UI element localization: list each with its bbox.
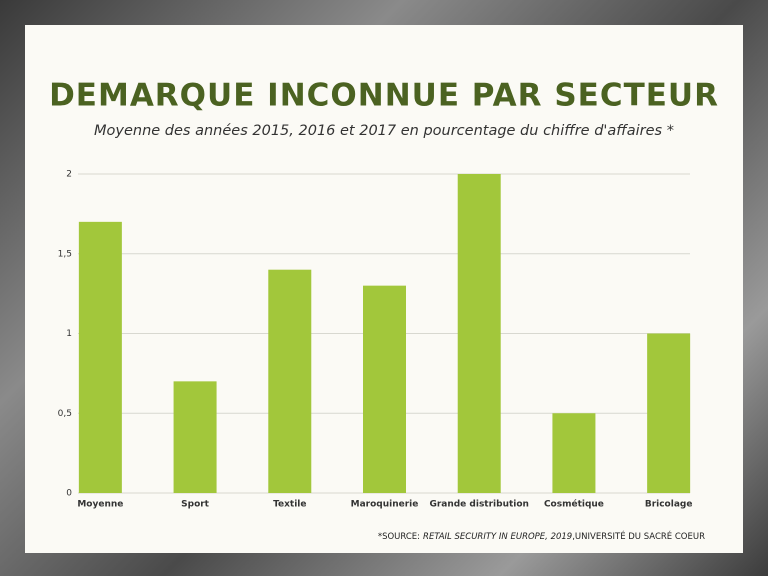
x-tick-label: Maroquinerie — [351, 500, 419, 510]
bar — [552, 413, 596, 493]
y-tick-label: 2 — [66, 170, 72, 180]
y-tick-label: 1,5 — [58, 249, 72, 259]
bar — [363, 285, 406, 493]
x-tick-label: Grande distribution — [429, 500, 529, 510]
source-note: *SOURCE: RETAIL SECURITY IN EUROPE, 2019,… — [378, 530, 705, 542]
bar — [457, 174, 501, 493]
x-tick-label: Bricolage — [645, 500, 693, 510]
x-tick-label: Cosmétique — [544, 499, 604, 510]
source-prefix: *SOURCE: — [378, 532, 420, 542]
chart-subtitle: Moyenne des années 2015, 2016 et 2017 en… — [94, 123, 674, 139]
y-tick-label: 0 — [66, 489, 72, 499]
bar — [268, 269, 312, 493]
bar — [173, 381, 217, 493]
source-suffix: ,UNIVERSITÉ DU SACRÉ COEUR — [572, 530, 705, 542]
x-tick-label: Textile — [273, 500, 306, 510]
x-tick-label: Sport — [181, 500, 210, 510]
bar — [647, 333, 691, 493]
source-italic: RETAIL SECURITY IN EUROPE, 2019 — [423, 532, 572, 542]
chart-title: DEMARQUE INCONNUE PAR SECTEUR — [49, 78, 719, 114]
y-tick-label: 0,5 — [58, 409, 72, 419]
bar — [78, 221, 122, 493]
y-tick-label: 1 — [66, 329, 72, 339]
x-tick-label: Moyenne — [77, 500, 123, 510]
